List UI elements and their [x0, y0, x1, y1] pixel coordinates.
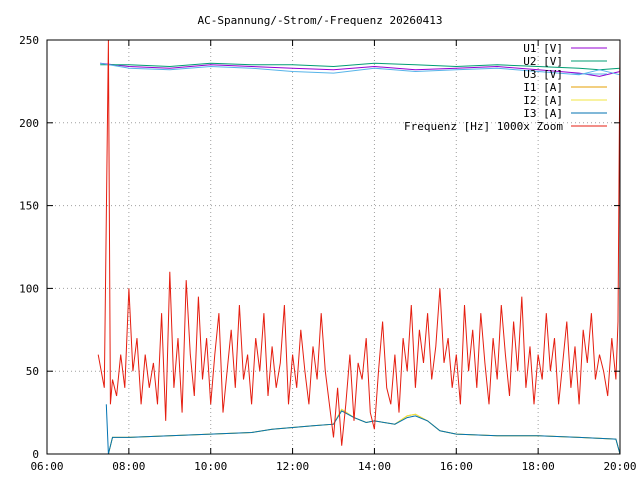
series-line-0 [100, 62, 621, 77]
series-line-1 [100, 62, 621, 71]
legend: U1 [V]U2 [V]U3 [V]I1 [A]I2 [A]I3 [A]Freq… [404, 42, 607, 133]
legend-label: U2 [V] [523, 55, 563, 68]
grid [47, 40, 620, 454]
legend-label: Frequenz [Hz] 1000x Zoom [404, 120, 563, 133]
legend-label: I2 [A] [523, 94, 563, 107]
x-tick-label: 18:00 [522, 460, 555, 473]
x-tick-label: 12:00 [276, 460, 309, 473]
x-tick-label: 06:00 [30, 460, 63, 473]
y-tick-label: 150 [19, 200, 39, 213]
series-line-6 [97, 39, 621, 446]
x-tick-label: 16:00 [440, 460, 473, 473]
tick-labels: 0 50 100 150 200 250 06:00 08:00 10:00 12:00 14:00… [19, 34, 636, 473]
series-line-5 [105, 404, 621, 455]
y-tick-label: 200 [19, 117, 39, 130]
series-line-3 [107, 408, 621, 455]
x-tick-label: 14:00 [358, 460, 391, 473]
y-tick-label: 0 [32, 448, 39, 461]
y-tick-label: 250 [19, 34, 39, 47]
x-tick-label: 08:00 [112, 460, 145, 473]
x-tick-label: 10:00 [194, 460, 227, 473]
plot-lines [97, 39, 621, 455]
series-line-2 [100, 62, 621, 76]
chart-title: AC-Spannung/-Strom/-Frequenz 20260413 [197, 14, 442, 27]
legend-label: I1 [A] [523, 81, 563, 94]
legend-label: U1 [V] [523, 42, 563, 55]
x-tick-label: 20:00 [603, 460, 636, 473]
legend-label: I3 [A] [523, 107, 563, 120]
plot-frame [46, 39, 621, 455]
legend-label: U3 [V] [523, 68, 563, 81]
series-line-4 [107, 408, 621, 455]
y-tick-label: 100 [19, 282, 39, 295]
ticks [46, 39, 621, 455]
y-tick-label: 50 [26, 365, 39, 378]
